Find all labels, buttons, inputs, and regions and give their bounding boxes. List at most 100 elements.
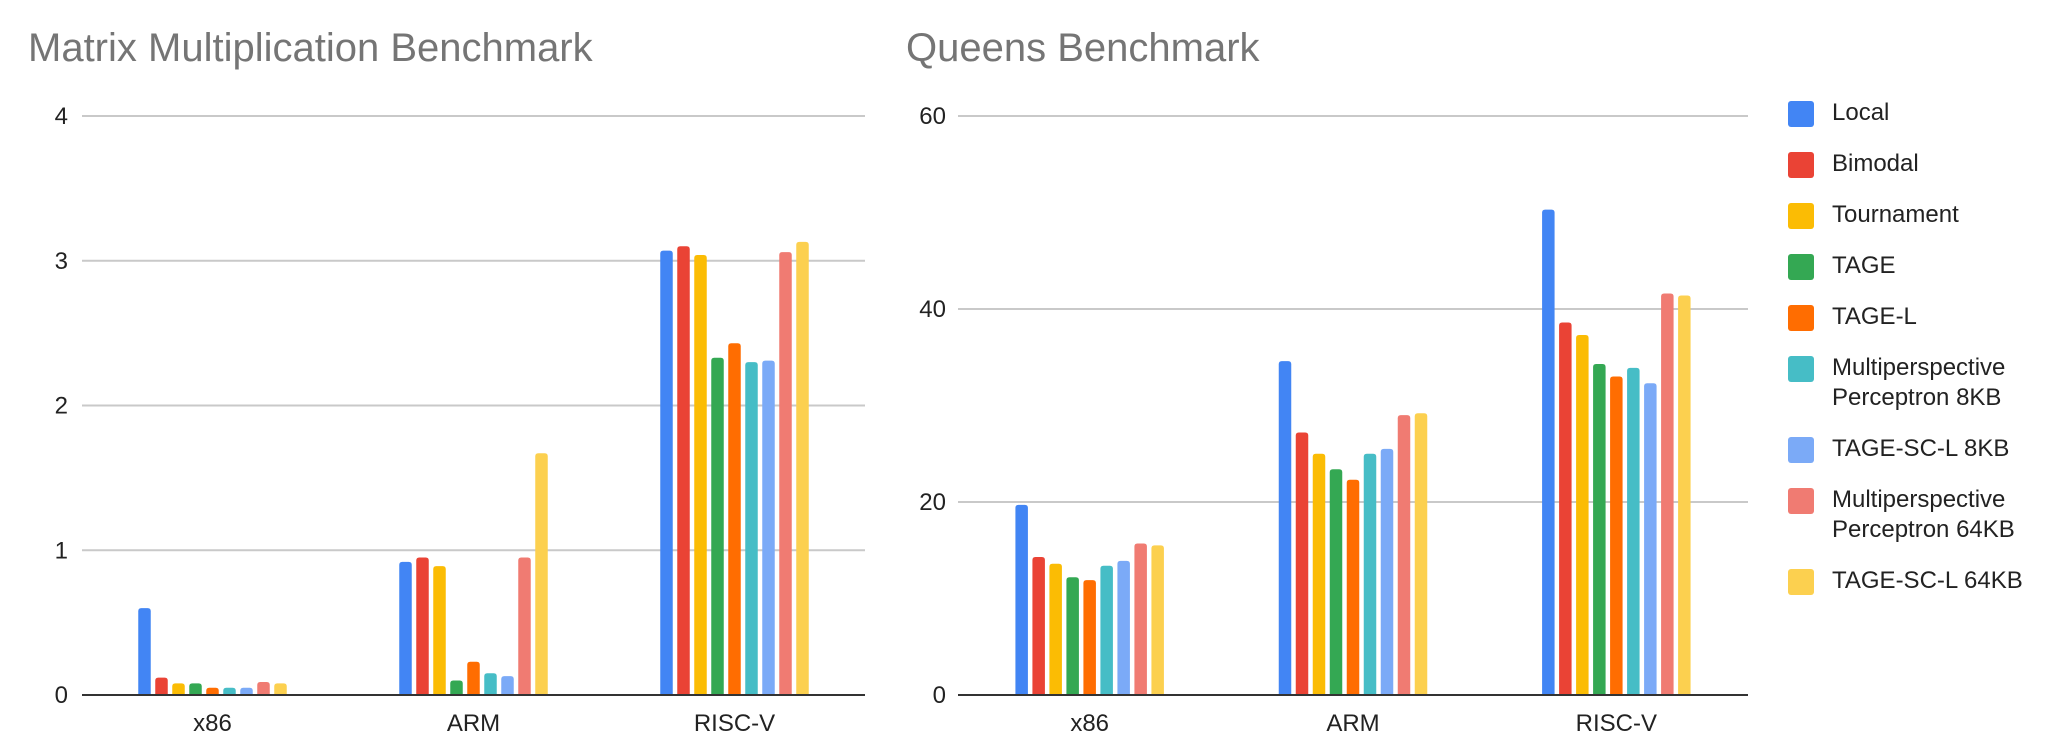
matrix-bar-x86-tournament bbox=[172, 683, 185, 695]
queens-bar-risc-v-tage bbox=[1593, 364, 1606, 695]
legend-label-bimodal: Bimodal bbox=[1832, 150, 1919, 177]
legend-swatch-mp-8kb bbox=[1788, 356, 1814, 382]
legend-label-tage-l: TAGE-L bbox=[1832, 303, 1917, 330]
legend-label-tage-sc-l-64kb: TAGE-SC-L 64KB bbox=[1832, 567, 2023, 594]
queens-bar-x86-local bbox=[1015, 504, 1028, 695]
matrix-bar-risc-v-local bbox=[660, 250, 673, 695]
queens-bar-arm-tournament bbox=[1312, 453, 1326, 695]
legend-swatch-tournament bbox=[1788, 203, 1814, 229]
matrix-y-tick-label: 0 bbox=[55, 682, 68, 709]
queens-bar-x86-multiperspective-perceptron-8kb bbox=[1100, 565, 1113, 695]
legend-item-tage-l: TAGE-L bbox=[1788, 302, 2052, 332]
matrix-x-tick-label: RISC-V bbox=[694, 710, 775, 737]
queens-chart: 0 20 40 60 x86 ARM RISC-V bbox=[919, 103, 1748, 737]
queens-x-tick-label: ARM bbox=[1326, 710, 1379, 737]
queens-y-tick-label: 40 bbox=[919, 296, 946, 323]
matrix-bar-risc-v-multiperspective-perceptron-8kb bbox=[745, 362, 758, 695]
matrix-bar-x86-tage-sc-l-8kb bbox=[240, 687, 253, 695]
matrix-y-tick-label: 2 bbox=[55, 393, 68, 420]
matrix-bar-risc-v-tage-sc-l-64kb bbox=[796, 241, 809, 695]
legend-label-tage-sc-l-8kb: TAGE-SC-L 8KB bbox=[1832, 435, 2010, 462]
matrix-bar-risc-v-tage-sc-l-8kb bbox=[762, 360, 775, 695]
legend-swatch-mp-64kb bbox=[1788, 488, 1814, 514]
queens-bar-arm-tage-l bbox=[1346, 479, 1360, 695]
matrix-bar-arm-tage-sc-l-64kb bbox=[535, 453, 548, 695]
matrix-x-tick-label: x86 bbox=[193, 710, 232, 737]
queens-bar-arm-tage-sc-l-64kb bbox=[1414, 413, 1428, 695]
legend-item-mp-8kb: Multiperspective Perceptron 8KB bbox=[1788, 353, 2052, 413]
legend-label-mp-64kb: Multiperspective Perceptron 64KB bbox=[1832, 486, 2015, 543]
queens-bar-risc-v-tage-sc-l-64kb bbox=[1678, 295, 1691, 695]
legend-swatch-tage-l bbox=[1788, 305, 1814, 331]
legend-swatch-local bbox=[1788, 101, 1814, 127]
matrix-y-tick-label: 4 bbox=[55, 103, 68, 130]
matrix-bar-arm-bimodal bbox=[416, 557, 429, 695]
legend-item-bimodal: Bimodal bbox=[1788, 149, 2052, 179]
matrix-bar-arm-local bbox=[399, 561, 412, 695]
queens-x-tick-label: RISC-V bbox=[1576, 710, 1657, 737]
legend-item-tournament: Tournament bbox=[1788, 200, 2052, 230]
matrix-bar-risc-v-tage-l bbox=[728, 343, 741, 695]
legend-item-tage-sc-l-64kb: TAGE-SC-L 64KB bbox=[1788, 566, 2052, 596]
matrix-y-tick-label: 3 bbox=[55, 248, 68, 275]
matrix-bar-x86-tage bbox=[189, 683, 202, 695]
queens-bar-risc-v-bimodal bbox=[1559, 322, 1572, 695]
matrix-y-tick-label: 1 bbox=[55, 537, 68, 564]
queens-x-tick-label: x86 bbox=[1070, 710, 1109, 737]
queens-bar-risc-v-multiperspective-perceptron-8kb bbox=[1627, 367, 1640, 695]
queens-bar-x86-tage-sc-l-8kb bbox=[1117, 560, 1130, 695]
legend-item-mp-64kb: Multiperspective Perceptron 64KB bbox=[1788, 485, 2052, 545]
queens-bar-x86-tage-sc-l-64kb bbox=[1151, 545, 1164, 695]
legend-item-local: Local bbox=[1788, 98, 2052, 128]
queens-bar-arm-local bbox=[1278, 361, 1292, 695]
legend-swatch-tage bbox=[1788, 254, 1814, 280]
matrix-bar-arm-multiperspective-perceptron-8kb bbox=[484, 673, 497, 695]
queens-bar-arm-tage-sc-l-8kb bbox=[1380, 448, 1394, 695]
legend-label-tage: TAGE bbox=[1832, 252, 1896, 279]
queens-bar-x86-bimodal bbox=[1032, 557, 1045, 695]
queens-bar-arm-multiperspective-perceptron-8kb bbox=[1363, 453, 1377, 695]
queens-bar-risc-v-tournament bbox=[1576, 335, 1589, 695]
legend-swatch-bimodal bbox=[1788, 152, 1814, 178]
matrix-bar-arm-tage-sc-l-8kb bbox=[501, 676, 514, 695]
matrix-bar-arm-multiperspective-perceptron-64kb bbox=[518, 557, 531, 695]
matrix-bar-x86-tage-sc-l-64kb bbox=[274, 683, 287, 695]
matrix-bar-x86-multiperspective-perceptron-64kb bbox=[257, 681, 270, 695]
matrix-bar-x86-bimodal bbox=[155, 677, 168, 695]
legend-item-tage: TAGE bbox=[1788, 251, 2052, 281]
queens-bar-risc-v-tage-l bbox=[1610, 376, 1623, 695]
queens-bar-x86-tournament bbox=[1049, 563, 1062, 695]
matrix-bar-risc-v-tournament bbox=[694, 254, 707, 695]
legend-label-mp-8kb: Multiperspective Perceptron 8KB bbox=[1832, 354, 2006, 411]
queens-bar-arm-multiperspective-perceptron-64kb bbox=[1397, 415, 1411, 695]
legend-label-local: Local bbox=[1832, 99, 1890, 126]
matrix-bar-risc-v-tage bbox=[711, 357, 724, 695]
queens-chart-title: Queens Benchmark bbox=[906, 26, 1260, 70]
matrix-bar-arm-tournament bbox=[433, 566, 446, 695]
queens-bar-x86-tage-l bbox=[1083, 580, 1096, 695]
matrix-bar-arm-tage-l bbox=[467, 661, 480, 695]
queens-y-tick-label: 20 bbox=[919, 489, 946, 516]
queens-bar-x86-multiperspective-perceptron-64kb bbox=[1134, 543, 1147, 695]
legend-item-tage-sc-l-8kb: TAGE-SC-L 8KB bbox=[1788, 434, 2052, 464]
queens-y-tick-label: 60 bbox=[919, 103, 946, 130]
matrix-bar-arm-tage bbox=[450, 680, 463, 695]
queens-bar-risc-v-tage-sc-l-8kb bbox=[1644, 383, 1657, 695]
matrix-x-tick-label: ARM bbox=[447, 710, 500, 737]
matrix-chart-title: Matrix Multiplication Benchmark bbox=[28, 26, 593, 70]
queens-bar-risc-v-local bbox=[1542, 209, 1555, 696]
queens-bar-risc-v-multiperspective-perceptron-64kb bbox=[1661, 293, 1674, 695]
queens-bar-arm-bimodal bbox=[1295, 432, 1309, 695]
matrix-bar-x86-local bbox=[138, 608, 151, 695]
matrix-bar-x86-multiperspective-perceptron-8kb bbox=[223, 687, 236, 695]
matrix-chart: 0 1 2 3 4 x86 ARM RISC-V bbox=[55, 103, 865, 737]
matrix-bar-risc-v-multiperspective-perceptron-64kb bbox=[779, 252, 792, 695]
queens-y-tick-label: 0 bbox=[933, 682, 946, 709]
legend-label-tournament: Tournament bbox=[1832, 201, 1959, 228]
matrix-bar-risc-v-bimodal bbox=[677, 246, 690, 695]
matrix-bar-x86-tage-l bbox=[206, 687, 219, 695]
legend-swatch-tage-sc-l-64kb bbox=[1788, 569, 1814, 595]
legend-swatch-tage-sc-l-8kb bbox=[1788, 437, 1814, 463]
queens-bar-x86-tage bbox=[1066, 577, 1079, 695]
